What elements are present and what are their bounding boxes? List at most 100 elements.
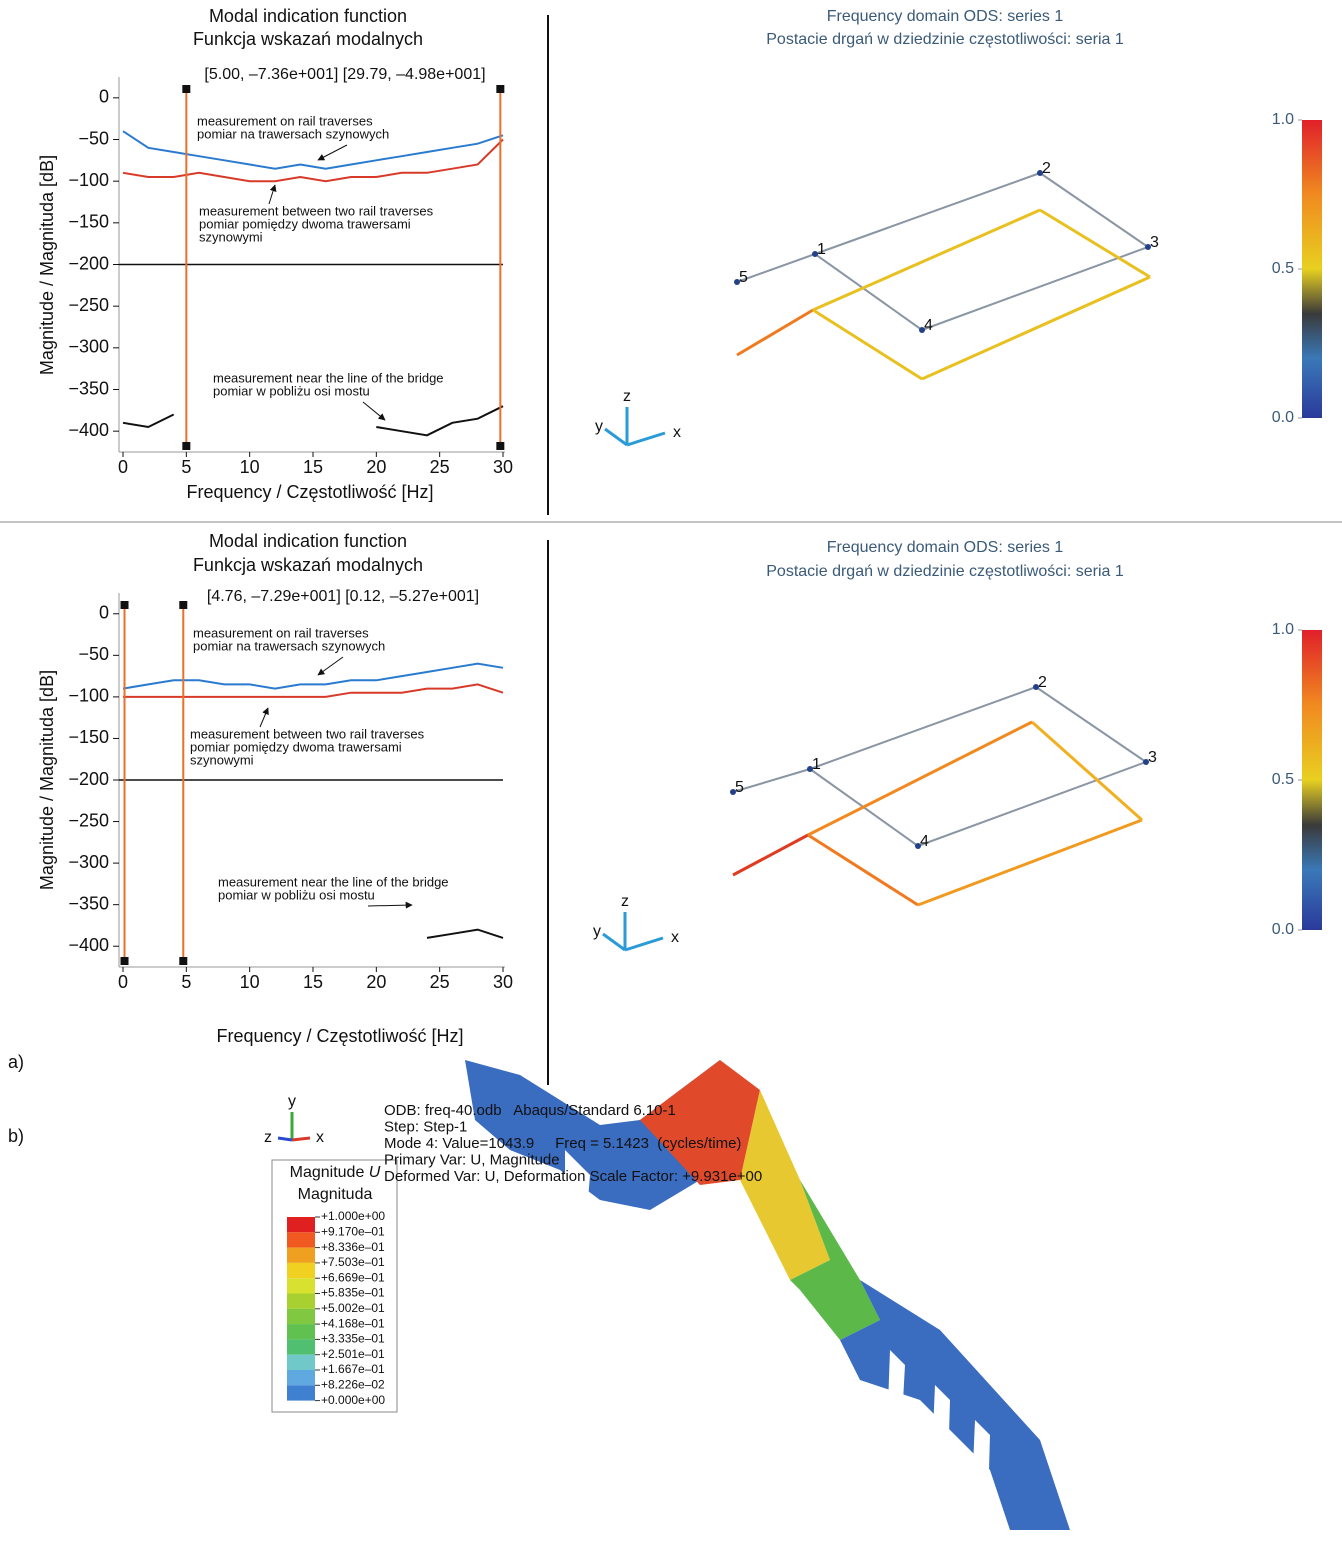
cursor-label: [5.00, –7.36e+001] [29.79, –4.98e+001] (204, 66, 485, 83)
wireframe (1039, 172, 1149, 248)
node (1037, 170, 1043, 176)
cursor-handle (496, 442, 505, 450)
triad-label: x (671, 929, 679, 946)
legend-label: +1.000e+00 (321, 1209, 385, 1223)
wireframe (921, 246, 1149, 331)
triad (602, 932, 626, 952)
legend-swatch (287, 1217, 315, 1233)
wireframe (814, 172, 1041, 255)
cursor-handle (120, 601, 129, 609)
deformed-shape (732, 833, 809, 877)
annotation: measurement near the line of the bridge (213, 370, 444, 385)
x-tick-label: 0 (118, 972, 128, 992)
y-tick-label: −150 (68, 212, 109, 232)
node (915, 843, 921, 849)
x-tick-label: 25 (430, 457, 450, 477)
deformed-shape (1039, 208, 1151, 279)
legend-label: +6.669e–01 (321, 1270, 385, 1284)
annotation: szynowymi (190, 752, 254, 767)
x-tick-label: 30 (493, 457, 513, 477)
series-line (122, 405, 504, 437)
series-line (123, 683, 504, 698)
legend-title-text: Magnitude (290, 1164, 365, 1181)
annotation: pomiar w pobliżu osi mostu (213, 383, 370, 398)
panel-label: a) (8, 1052, 24, 1072)
legend-label: +2.501e–01 (321, 1347, 385, 1361)
y-tick-label: −300 (68, 852, 109, 872)
triad-label: x (673, 424, 681, 441)
y-axis-label: Magnitude / Magnituda [dB] (37, 670, 57, 890)
node (1145, 244, 1151, 250)
cursor-handle (182, 85, 191, 93)
legend-label: +8.226e–02 (321, 1377, 385, 1391)
legend-label: +3.335e–01 (321, 1332, 385, 1346)
node-label: 3 (1150, 234, 1159, 251)
y-tick-label: −350 (68, 893, 109, 913)
annotation: measurement between two rail traverses (199, 203, 434, 218)
ods-title: Postacie drgań w dziedzinie częstotliwoś… (766, 563, 1124, 580)
info-line: Mode 4: Value=1043.9 Freq = 5.1423 (cycl… (384, 1135, 741, 1152)
y-tick-label: −400 (68, 935, 109, 955)
legend-swatch (287, 1278, 315, 1294)
chart-title: Modal indication function (209, 531, 407, 551)
annotation: measurement between two rail traverses (190, 726, 425, 741)
wireframe (809, 686, 1037, 770)
node (919, 327, 925, 333)
fe-model (465, 1060, 1070, 1530)
triad (626, 431, 666, 447)
node (807, 766, 813, 772)
x-tick-label: 5 (181, 457, 191, 477)
deformed-shape (807, 833, 919, 907)
node (1033, 684, 1039, 690)
annotation: szynowymi (199, 229, 263, 244)
annotation: pomiar pomiędzy dwoma trawersami (190, 739, 402, 754)
triad-label: x (316, 1129, 324, 1146)
triad-label: y (288, 1093, 296, 1110)
node-label: 5 (735, 779, 744, 796)
y-tick-label: −50 (78, 128, 109, 148)
wireframe (1035, 686, 1147, 763)
triad (277, 1136, 293, 1142)
wireframe (814, 253, 923, 331)
annotation: pomiar na trawersach szynowych (193, 638, 385, 653)
x-tick-label: 15 (303, 457, 323, 477)
legend-label: +9.170e–01 (321, 1224, 385, 1238)
x-tick-label: 5 (181, 972, 191, 992)
info-line: Step: Step-1 (384, 1118, 467, 1135)
series-line (426, 928, 504, 939)
annotation: measurement on rail traverses (197, 113, 373, 128)
legend-swatch (287, 1339, 315, 1355)
deformed-shape (736, 308, 814, 357)
legend-subtitle: Magnituda (298, 1186, 373, 1203)
legend-var: U (369, 1164, 381, 1181)
triad-label: y (595, 418, 603, 435)
y-tick-label: −200 (68, 253, 109, 273)
colorbar-label: 1.0 (1272, 621, 1294, 638)
y-tick-label: −250 (68, 295, 109, 315)
deformed-shape (812, 308, 923, 381)
series-line (122, 138, 504, 183)
annotation: pomiar w pobliżu osi mostu (218, 887, 375, 902)
wireframe (732, 768, 811, 793)
wireframe (736, 253, 816, 283)
x-tick-label: 10 (240, 972, 260, 992)
y-axis-label: Magnitude / Magnituda [dB] (37, 155, 57, 375)
panel-label: b) (8, 1126, 24, 1146)
node (730, 789, 736, 795)
x-tick-label: 20 (366, 457, 386, 477)
cursor-label: [4.76, –7.29e+001] [0.12, –5.27e+001] (207, 588, 479, 605)
annotation: pomiar pomiędzy dwoma trawersami (199, 216, 411, 231)
node-label: 5 (739, 269, 748, 286)
y-tick-label: −50 (78, 644, 109, 664)
legend-swatch (287, 1385, 315, 1401)
info-line: Primary Var: U, Magnitude (384, 1151, 560, 1168)
x-tick-label: 30 (493, 972, 513, 992)
triad-label: z (623, 388, 631, 405)
annotation-arrow (259, 707, 269, 728)
y-tick-label: −250 (68, 810, 109, 830)
deformed-shape (812, 208, 1041, 312)
legend-swatch (287, 1293, 315, 1309)
triad (291, 1136, 311, 1142)
colorbar-label: 1.0 (1272, 111, 1294, 128)
